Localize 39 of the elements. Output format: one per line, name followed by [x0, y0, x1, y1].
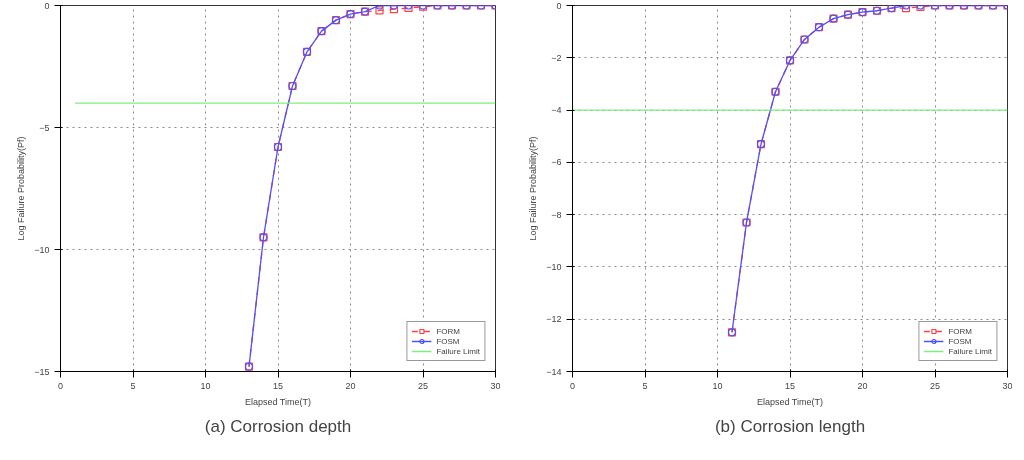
x-tick-label: 20 — [857, 380, 868, 391]
x-tick-label: 10 — [712, 380, 723, 391]
y-tick-label: −4 — [551, 105, 562, 116]
x-tick-label: 5 — [130, 380, 136, 391]
y-tick-label: −10 — [546, 261, 562, 272]
legend-label: FOSM — [948, 336, 972, 346]
legend-label: Failure Limit — [436, 346, 480, 356]
text: (b) Corrosion length — [714, 416, 866, 436]
y-tick-label: −12 — [546, 314, 562, 325]
y-tick-label: −6 — [551, 157, 562, 168]
x-tick-label: 15 — [272, 380, 284, 391]
x-tick-label: 10 — [200, 380, 211, 391]
y-axis-title: Log Failure Probability(Pf) — [528, 136, 539, 241]
y-axis-title: Log Failure Probability(Pf) — [16, 136, 27, 241]
x-tick-label: 0 — [58, 380, 64, 391]
x-tick-label: 15 — [784, 380, 796, 391]
y-tick-label: −5 — [39, 122, 50, 133]
x-tick-label: 25 — [417, 380, 429, 391]
legend-label: FOSM — [436, 336, 460, 346]
legend-label: FORM — [436, 326, 460, 336]
y-tick-label: −15 — [34, 366, 50, 377]
x-axis-title: Elapsed Time(T) — [756, 396, 823, 407]
y-tick-label: −8 — [551, 209, 562, 220]
y-tick-label: 0 — [44, 0, 50, 11]
legend-label: Failure Limit — [948, 346, 992, 356]
x-tick-label: 20 — [345, 380, 356, 391]
x-axis-title: Elapsed Time(T) — [244, 396, 311, 407]
text: (a) Corrosion depth — [204, 416, 352, 436]
y-tick-label: −10 — [34, 244, 50, 255]
x-tick-label: 25 — [929, 380, 941, 391]
y-tick-label: −2 — [551, 52, 562, 63]
y-tick-label: 0 — [556, 0, 562, 11]
x-tick-label: 30 — [490, 380, 501, 391]
x-tick-label: 0 — [570, 380, 576, 391]
legend-label: FORM — [948, 326, 972, 336]
x-tick-label: 30 — [1002, 380, 1013, 391]
point — [375, 6, 384, 15]
x-tick-label: 5 — [642, 380, 648, 391]
y-tick-label: −14 — [546, 366, 562, 377]
